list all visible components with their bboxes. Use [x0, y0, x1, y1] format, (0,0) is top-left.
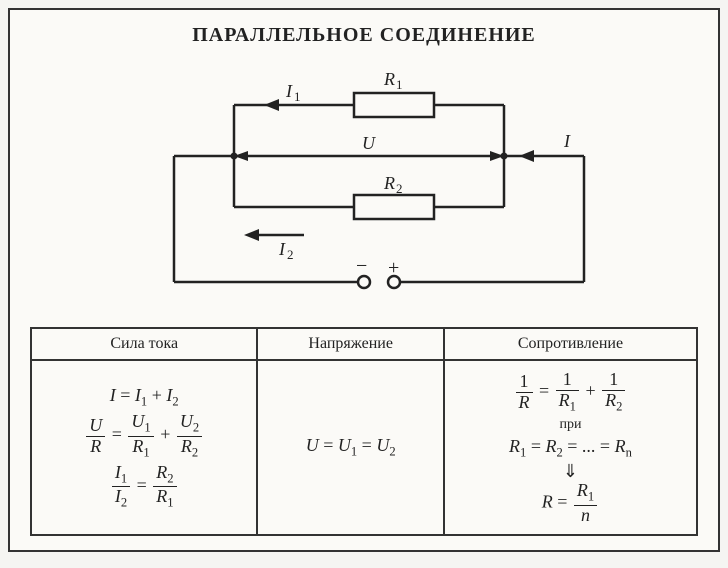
page-title: ПАРАЛЛЕЛЬНОЕ СОЕДИНЕНИЕ — [10, 24, 718, 47]
svg-text:1: 1 — [396, 77, 403, 92]
svg-text:2: 2 — [396, 181, 403, 196]
svg-text:I: I — [278, 239, 286, 259]
svg-text:1: 1 — [294, 89, 301, 104]
col-header-resistance: Сопротивление — [444, 328, 697, 360]
cell-current: I = I1 + I2 UR = U1R1 + U2R2 I1I2 = R2R1 — [31, 360, 257, 535]
svg-text:R: R — [383, 173, 395, 193]
svg-text:I: I — [285, 81, 293, 101]
svg-text:+: + — [388, 257, 399, 279]
circuit-diagram: I 1 R 1 R 2 U I 2 I − + — [104, 57, 624, 317]
svg-text:U: U — [362, 133, 376, 153]
formula-table: Сила тока Напряжение Сопротивление I = I… — [30, 327, 698, 536]
cell-voltage: U = U1 = U2 — [257, 360, 443, 535]
col-header-voltage: Напряжение — [257, 328, 443, 360]
svg-text:R: R — [383, 69, 395, 89]
diagram-frame: ПАРАЛЛЕЛЬНОЕ СОЕДИНЕНИЕ — [8, 8, 720, 552]
svg-text:2: 2 — [287, 247, 294, 262]
cell-resistance: 1R = 1R1 + 1R2 при R1 = R2 = ... = Rn ⇓ … — [444, 360, 697, 535]
svg-text:−: − — [356, 255, 367, 277]
svg-text:I: I — [563, 131, 571, 151]
circuit-svg: I 1 R 1 R 2 U I 2 I − + — [104, 57, 624, 317]
col-header-current: Сила тока — [31, 328, 257, 360]
